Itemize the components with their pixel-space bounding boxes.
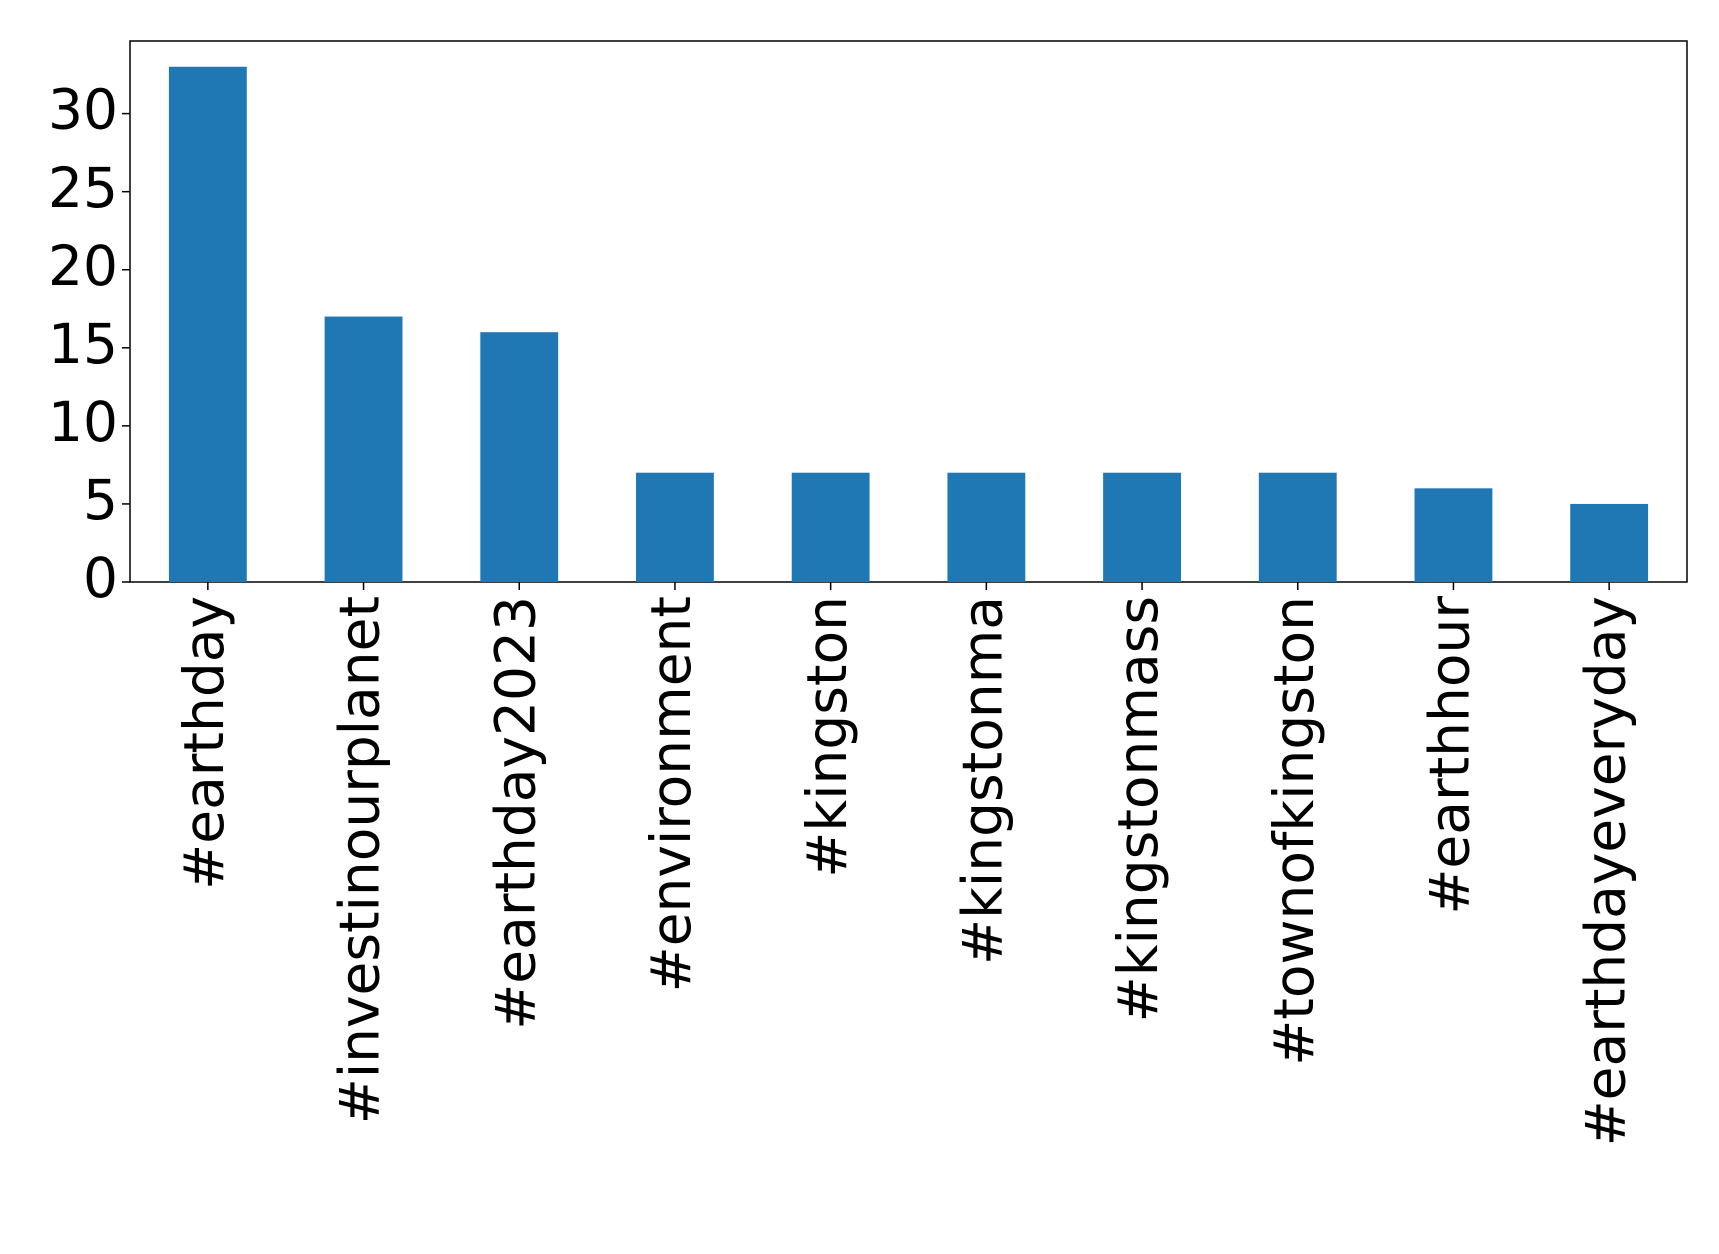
bar bbox=[1103, 472, 1181, 582]
x-tick-label: #environment bbox=[639, 596, 703, 992]
y-tick-label: 30 bbox=[48, 78, 118, 142]
bar bbox=[636, 472, 714, 582]
bar bbox=[1414, 488, 1493, 582]
bar bbox=[168, 66, 247, 582]
bar bbox=[947, 472, 1026, 582]
x-tick-label: #earthday bbox=[172, 596, 236, 890]
bar bbox=[1258, 472, 1337, 582]
x-tick-label: #kingston bbox=[795, 596, 859, 878]
y-tick-label: 5 bbox=[83, 468, 118, 532]
plot-frame bbox=[129, 40, 1688, 583]
x-tick-label: #kingstonmass bbox=[1106, 596, 1170, 1022]
bar bbox=[791, 472, 870, 582]
bar bbox=[1570, 503, 1649, 582]
y-tick-label: 10 bbox=[48, 390, 118, 454]
x-tick-label: #earthhour bbox=[1418, 596, 1482, 915]
bar bbox=[324, 316, 403, 582]
x-tick-label: #investinourplanet bbox=[328, 596, 392, 1124]
y-tick-label: 25 bbox=[48, 156, 118, 220]
x-tick-label: #earthdayeveryday bbox=[1573, 596, 1637, 1146]
y-tick-label: 15 bbox=[48, 312, 118, 376]
x-tick-label: #earthday2023 bbox=[483, 596, 547, 1030]
x-tick-label: #townofkingston bbox=[1262, 596, 1326, 1066]
y-tick-label: 0 bbox=[83, 546, 118, 610]
bar bbox=[480, 332, 559, 582]
x-tick-label: #kingstonma bbox=[950, 596, 1014, 965]
y-tick-label: 20 bbox=[48, 234, 118, 298]
